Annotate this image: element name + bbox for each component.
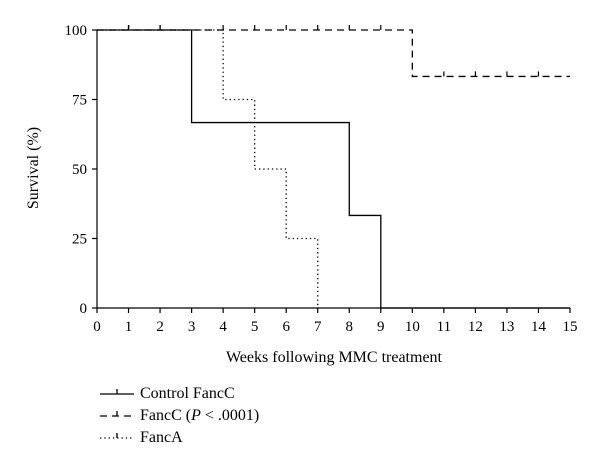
series-line	[97, 29, 570, 78]
series-control-fancc	[97, 25, 570, 309]
x-tick-label: 5	[251, 319, 259, 335]
legend-dashed-line-icon	[100, 411, 134, 417]
y-tick-label: 50	[72, 162, 87, 178]
x-tick-label: 3	[188, 319, 196, 335]
x-tick-label: 0	[93, 319, 101, 335]
y-axis-label: Survival (%)	[25, 127, 42, 209]
legend-dotted-line-icon	[100, 433, 134, 439]
legend-label-fanca: FancA	[140, 429, 183, 446]
y-tick-label: 100	[65, 23, 88, 39]
x-tick-label: 7	[314, 319, 322, 335]
series-fancc-p-0001	[97, 25, 570, 78]
y-tick-label: 0	[80, 301, 88, 317]
series-line	[97, 29, 570, 309]
y-tick-label: 25	[72, 232, 87, 248]
x-tick-label: 11	[437, 319, 451, 335]
series-line	[97, 29, 319, 308]
x-tick-label: 8	[346, 319, 354, 335]
series-layer	[97, 25, 570, 309]
series-fanca	[97, 25, 319, 308]
legend-label-control-fancc: Control FancC	[140, 385, 235, 402]
x-tick-label: 12	[468, 319, 483, 335]
x-tick-label: 10	[405, 319, 420, 335]
x-axis-label: Weeks following MMC treatment	[226, 349, 443, 366]
x-tick-label: 15	[563, 319, 578, 335]
x-tick-label: 13	[499, 319, 514, 335]
legend-solid-line-icon	[100, 389, 134, 395]
x-tick-label: 6	[282, 319, 290, 335]
x-tick-label: 14	[531, 319, 547, 335]
x-tick-label: 9	[377, 319, 385, 335]
x-tick-label: 4	[219, 319, 227, 335]
x-tick-label: 2	[156, 319, 164, 335]
y-tick-label: 75	[72, 93, 87, 109]
legend-label-fancc: FancC (P < .0001)	[140, 407, 260, 424]
x-tick-label: 1	[125, 319, 133, 335]
